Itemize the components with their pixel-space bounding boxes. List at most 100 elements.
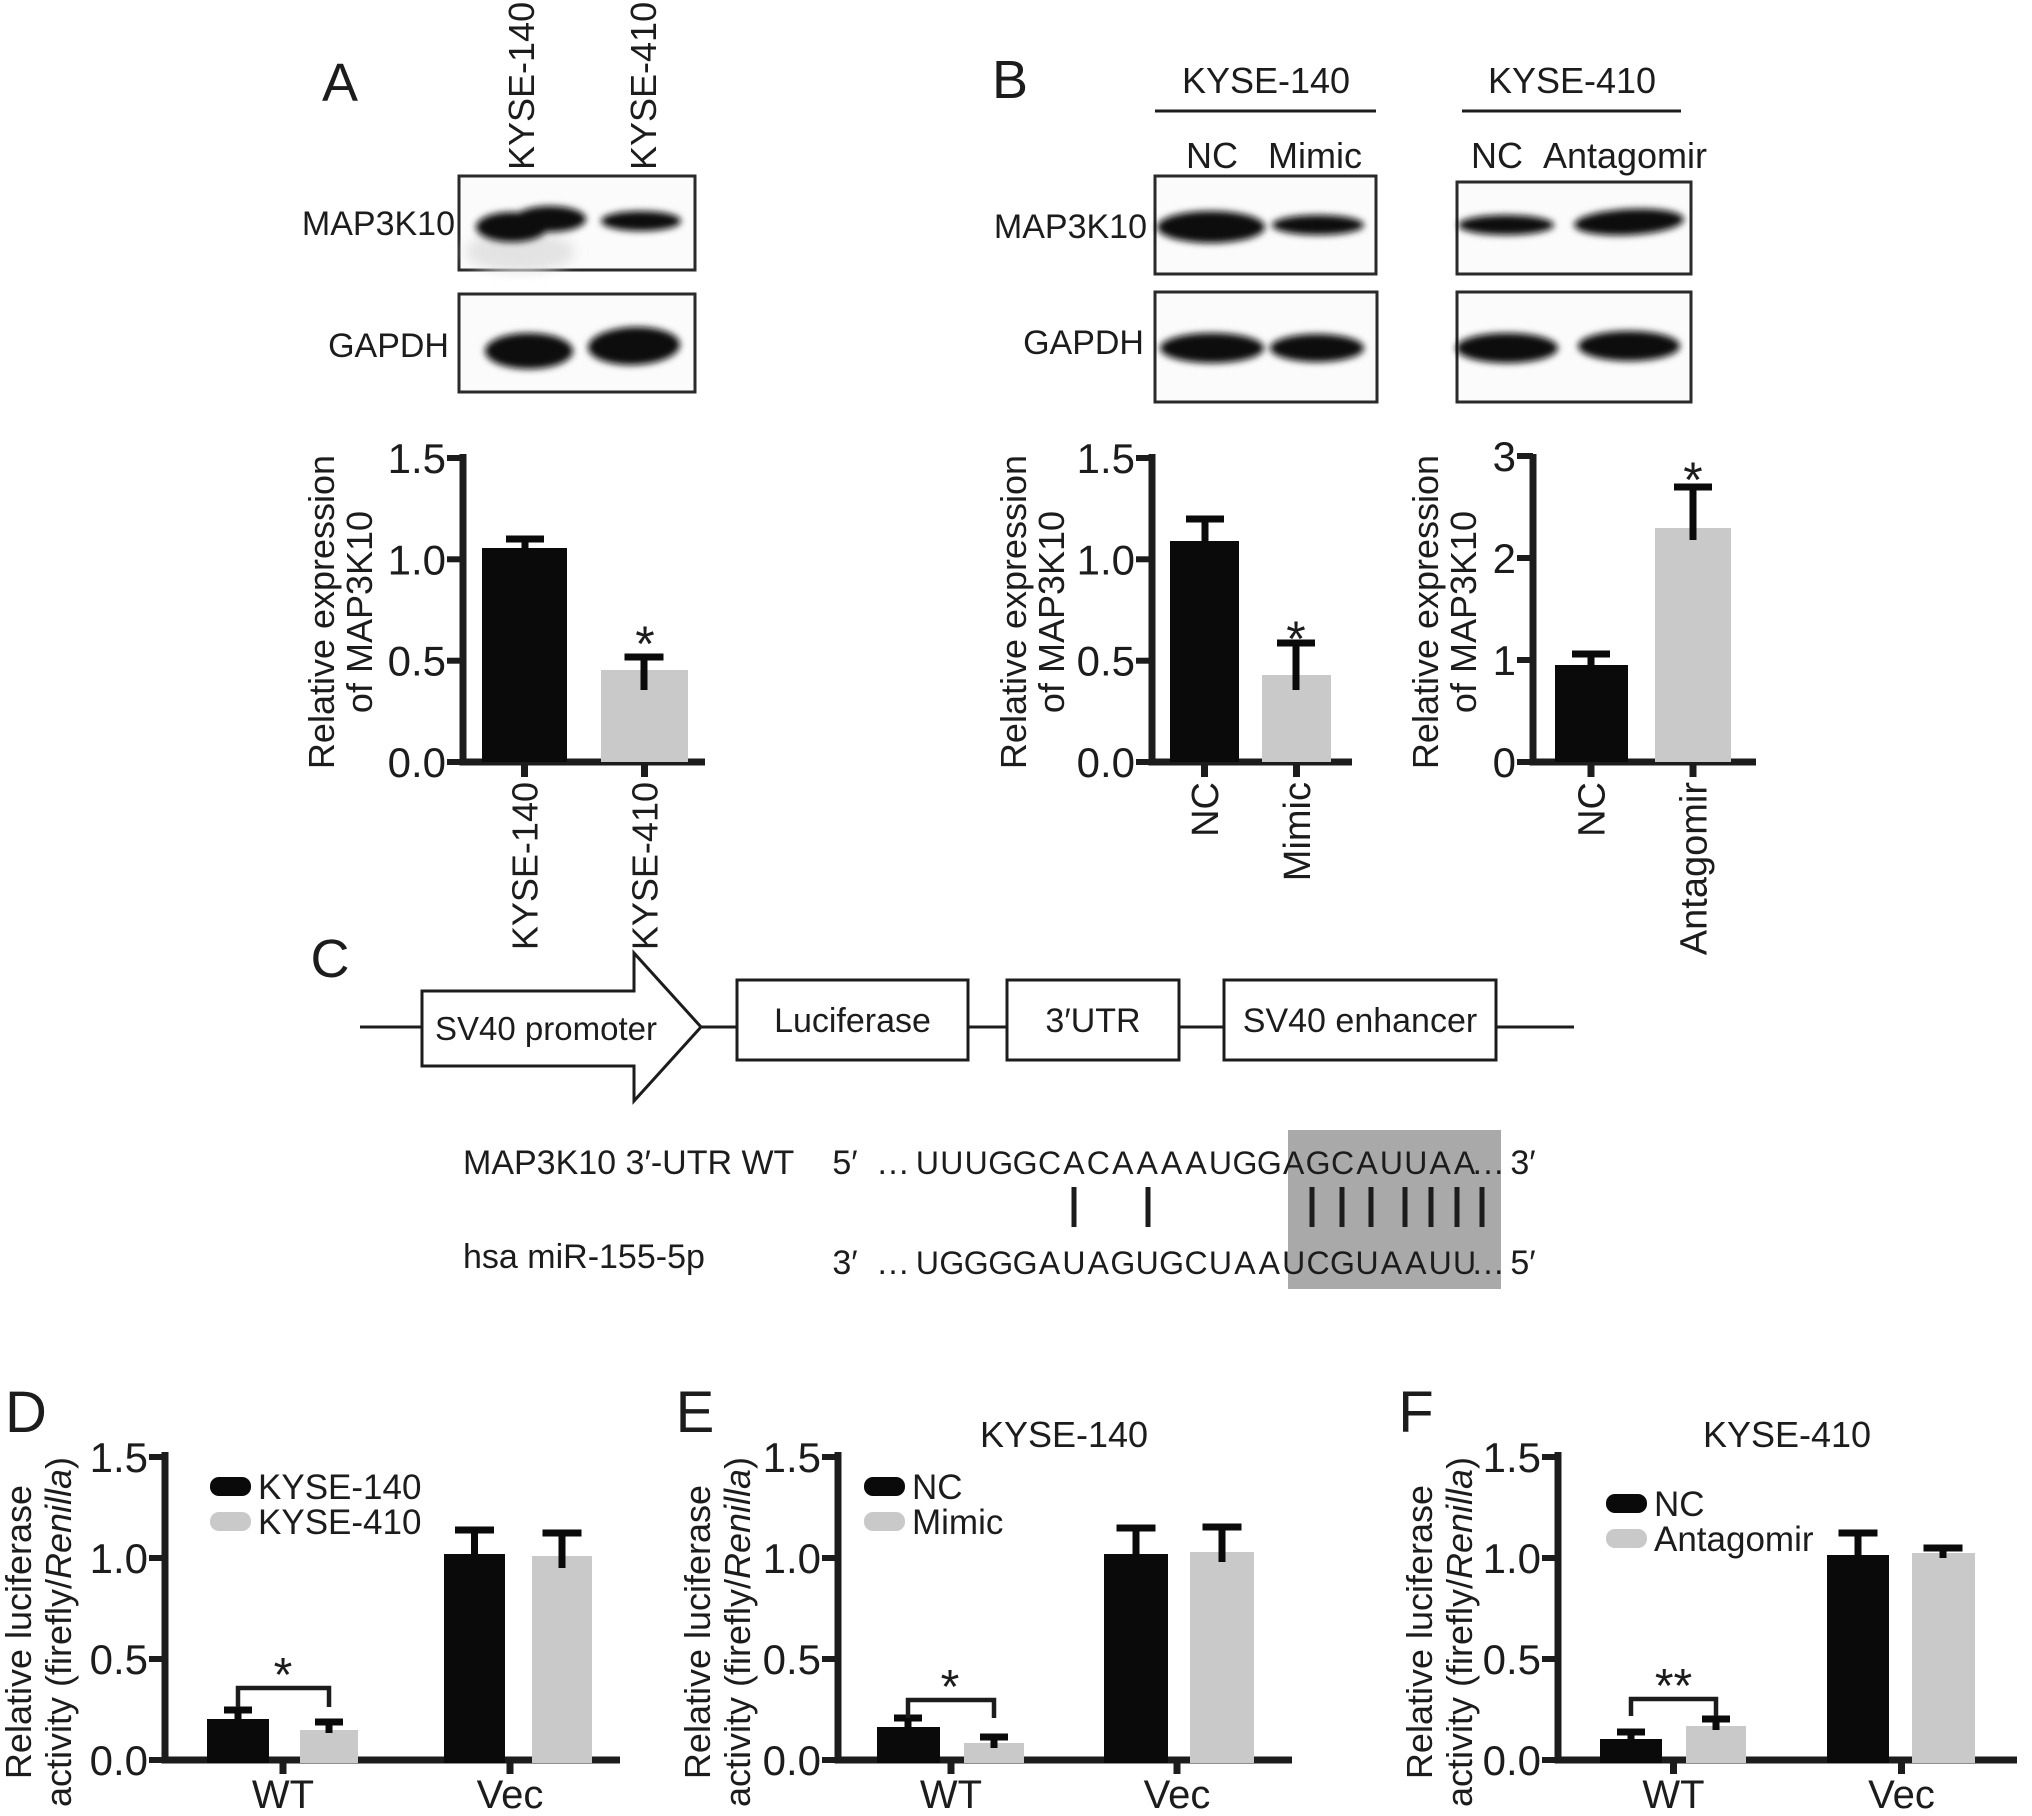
svg-text:0.5: 0.5: [90, 1636, 148, 1683]
svg-text:U: U: [1209, 1145, 1232, 1181]
svg-text:*: *: [941, 1661, 960, 1714]
svg-text:1.5: 1.5: [90, 1434, 148, 1481]
svg-text:0.5: 0.5: [388, 638, 446, 685]
svg-text:U: U: [965, 1145, 988, 1181]
svg-text:C: C: [311, 929, 350, 989]
svg-text:C: C: [1331, 1145, 1354, 1181]
svg-text:*: *: [635, 616, 654, 672]
svg-text:…: …: [876, 1144, 910, 1182]
svg-text:A: A: [1430, 1145, 1452, 1181]
svg-text:2: 2: [1493, 535, 1516, 582]
svg-text:activity (firefly/Renilla): activity (firefly/Renilla): [38, 1457, 79, 1807]
svg-text:GAPDH: GAPDH: [1023, 324, 1144, 362]
svg-text:U: U: [916, 1145, 939, 1181]
svg-text:KYSE-410: KYSE-410: [1703, 1414, 1871, 1455]
svg-text:3′UTR: 3′UTR: [1045, 1002, 1140, 1040]
svg-text:0.5: 0.5: [763, 1636, 821, 1683]
svg-text:D: D: [5, 1380, 47, 1445]
svg-text:G: G: [964, 1245, 989, 1281]
svg-text:MAP3K10: MAP3K10: [302, 205, 455, 243]
svg-text:NC: NC: [1186, 135, 1238, 176]
svg-text:Mimic: Mimic: [1268, 135, 1362, 176]
svg-text:C: C: [1087, 1145, 1110, 1181]
svg-text:…: …: [876, 1244, 910, 1282]
svg-text:A: A: [1161, 1145, 1183, 1181]
svg-text:G: G: [988, 1245, 1013, 1281]
svg-text:A: A: [1185, 1145, 1207, 1181]
svg-text:A: A: [1234, 1245, 1256, 1281]
svg-text:Relative expression: Relative expression: [993, 455, 1034, 769]
svg-text:A: A: [1112, 1145, 1134, 1181]
svg-text:G: G: [939, 1245, 964, 1281]
svg-text:Vec: Vec: [1868, 1773, 1935, 1816]
svg-text:A: A: [1356, 1145, 1378, 1181]
svg-text:**: **: [1655, 1660, 1692, 1713]
svg-text:1.5: 1.5: [1077, 435, 1135, 482]
svg-text:5′: 5′: [1510, 1244, 1535, 1282]
svg-text:G: G: [1330, 1245, 1355, 1281]
svg-text:G: G: [1013, 1145, 1038, 1181]
svg-text:GAPDH: GAPDH: [328, 327, 449, 365]
svg-text:Antagomir: Antagomir: [1543, 135, 1707, 176]
svg-text:NC: NC: [1572, 782, 1614, 837]
svg-text:Antagomir: Antagomir: [1654, 1520, 1814, 1559]
svg-text:G: G: [988, 1145, 1013, 1181]
svg-text:U: U: [1355, 1245, 1378, 1281]
svg-text:A: A: [1381, 1245, 1403, 1281]
svg-text:3′: 3′: [1510, 1144, 1535, 1182]
svg-text:1.0: 1.0: [763, 1535, 821, 1582]
svg-text:…: …: [1471, 1244, 1505, 1282]
svg-text:SV40 enhancer: SV40 enhancer: [1243, 1002, 1477, 1040]
svg-text:0.0: 0.0: [763, 1737, 821, 1784]
svg-text:Luciferase: Luciferase: [774, 1002, 931, 1040]
svg-text:0.5: 0.5: [1483, 1636, 1541, 1683]
svg-text:KYSE-140: KYSE-140: [258, 1468, 421, 1507]
svg-text:of MAP3K10: of MAP3K10: [1443, 511, 1484, 713]
svg-text:1.5: 1.5: [763, 1434, 821, 1481]
svg-text:0.0: 0.0: [90, 1737, 148, 1784]
svg-text:A: A: [322, 53, 358, 113]
svg-text:hsa miR-155-5p: hsa miR-155-5p: [463, 1238, 705, 1276]
svg-text:…: …: [1471, 1144, 1505, 1182]
svg-text:activity (firefly/Renilla): activity (firefly/Renilla): [717, 1457, 758, 1807]
svg-text:*: *: [1286, 611, 1305, 667]
svg-text:A: A: [1454, 1145, 1476, 1181]
svg-text:A: A: [1137, 1145, 1159, 1181]
svg-text:KYSE-410: KYSE-410: [1488, 60, 1656, 101]
svg-text:NC: NC: [1185, 782, 1227, 837]
svg-text:A: A: [1063, 1145, 1085, 1181]
svg-text:*: *: [274, 1649, 293, 1702]
svg-text:1.0: 1.0: [388, 536, 446, 583]
svg-text:0.0: 0.0: [388, 739, 446, 786]
svg-text:G: G: [1257, 1145, 1282, 1181]
svg-text:A: A: [1039, 1245, 1061, 1281]
svg-text:1.0: 1.0: [1483, 1535, 1541, 1582]
svg-text:G: G: [1159, 1245, 1184, 1281]
svg-text:MAP3K10: MAP3K10: [994, 208, 1147, 246]
svg-text:Relative expression: Relative expression: [1405, 455, 1446, 769]
svg-text:0.0: 0.0: [1077, 739, 1135, 786]
svg-text:0: 0: [1493, 739, 1516, 786]
svg-text:activity (firefly/Renilla): activity (firefly/Renilla): [1439, 1457, 1480, 1807]
svg-text:Antagomir: Antagomir: [1674, 782, 1716, 956]
svg-text:A: A: [1259, 1245, 1281, 1281]
svg-text:G: G: [1306, 1145, 1331, 1181]
svg-text:1.0: 1.0: [1077, 536, 1135, 583]
svg-text:U: U: [1429, 1245, 1452, 1281]
svg-text:G: G: [1013, 1245, 1038, 1281]
svg-text:U: U: [1380, 1145, 1403, 1181]
svg-text:KYSE-140: KYSE-140: [1182, 60, 1350, 101]
svg-text:U: U: [1282, 1245, 1305, 1281]
svg-text:Vec: Vec: [477, 1773, 544, 1816]
svg-text:U: U: [1404, 1145, 1427, 1181]
svg-text:G: G: [1110, 1245, 1135, 1281]
svg-text:*: *: [1683, 452, 1702, 508]
svg-text:MAP3K10 3′-UTR WT: MAP3K10 3′-UTR WT: [463, 1144, 794, 1182]
svg-text:WT: WT: [920, 1773, 982, 1816]
svg-text:U: U: [1062, 1245, 1085, 1281]
svg-text:WT: WT: [1642, 1773, 1704, 1816]
svg-text:KYSE-140: KYSE-140: [980, 1414, 1148, 1455]
svg-text:U: U: [940, 1145, 963, 1181]
svg-text:SV40 promoter: SV40 promoter: [435, 1010, 657, 1047]
svg-text:5′: 5′: [832, 1144, 857, 1182]
